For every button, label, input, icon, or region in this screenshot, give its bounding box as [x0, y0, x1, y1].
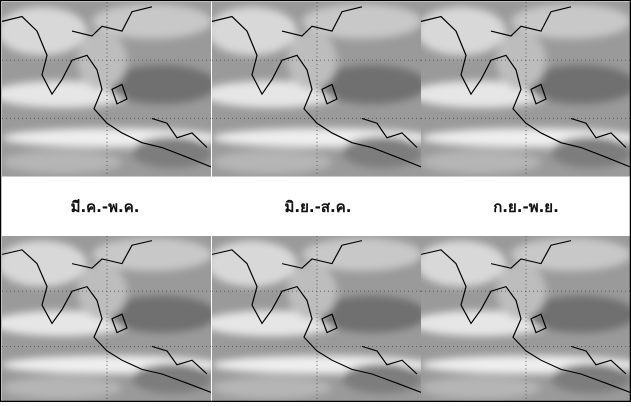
- map-panel: [202, 236, 432, 402]
- figure: มี.ค.-พ.ค. มิ.ย.-ส.ค. ก.ย.-พ.ย.: [0, 0, 631, 402]
- season-label: ก.ย.-พ.ย.: [493, 198, 559, 216]
- map-panel: [202, 2, 432, 177]
- page: มี.ค.-พ.ค. มิ.ย.-ส.ค. ก.ย.-พ.ย. (() => {…: [0, 0, 631, 402]
- season-label: มิ.ย.-ส.ค.: [285, 198, 352, 216]
- map-panel: [411, 2, 631, 177]
- map-panel: [411, 236, 631, 402]
- season-label: มี.ค.-พ.ค.: [71, 198, 140, 216]
- map-panel: [0, 236, 222, 402]
- map-panel: [0, 2, 222, 177]
